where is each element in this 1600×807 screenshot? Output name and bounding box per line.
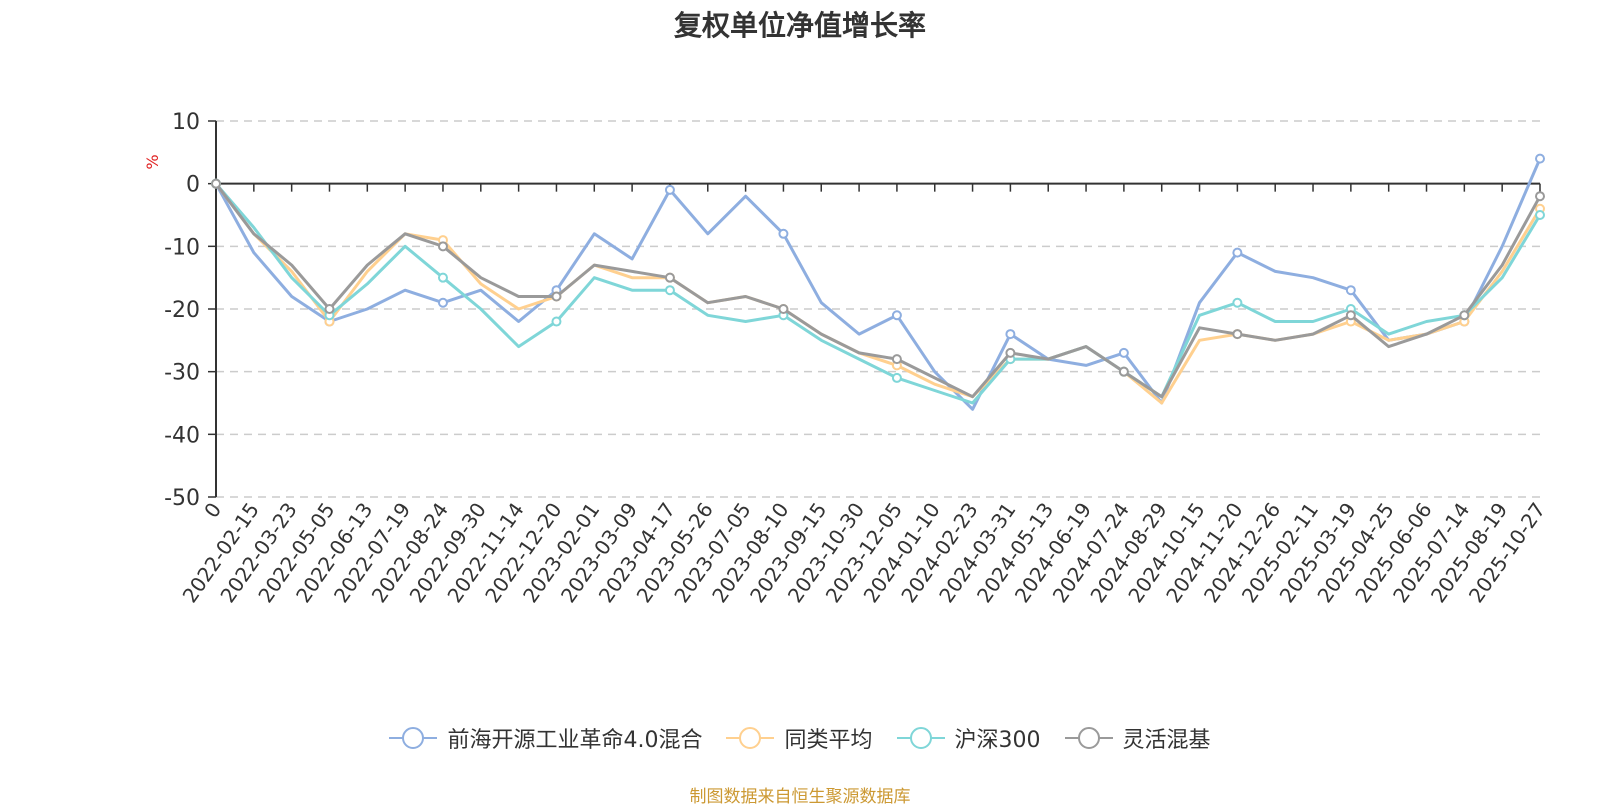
data-point (1232, 329, 1243, 340)
y-tick-label: 0 (186, 173, 200, 198)
data-source-note: 制图数据来自恒生聚源数据库 (689, 787, 911, 807)
grid-lines (216, 120, 1540, 498)
legend-label: 沪深300 (954, 728, 1041, 753)
data-point (437, 272, 448, 283)
data-point (1345, 285, 1356, 296)
y-tick-label: -50 (164, 486, 200, 511)
data-point (551, 316, 562, 327)
data-point (664, 285, 675, 296)
data-point (1345, 310, 1356, 321)
data-point (1232, 247, 1243, 258)
data-point (1118, 347, 1129, 358)
data-point (778, 228, 789, 239)
legend-marker-icon (726, 726, 775, 750)
y-tick-label: -20 (164, 298, 200, 323)
data-point (891, 310, 902, 321)
data-point (437, 241, 448, 252)
legend-label: 灵活混基 (1122, 728, 1211, 753)
data-point (1232, 297, 1243, 308)
data-point (1535, 210, 1545, 220)
series-lines (211, 153, 1545, 411)
y-axis-label: % (143, 154, 162, 169)
y-tick-label: -10 (164, 235, 200, 260)
legend-item[interactable]: 前海开源工业革命4.0混合 (389, 722, 702, 754)
legend-marker-icon (896, 726, 945, 750)
legend: 前海开源工业革命4.0混合 同类平均 沪深300 灵活混基 (0, 722, 1600, 754)
legend-item[interactable]: 沪深300 (896, 722, 1041, 754)
legend-marker-icon (1064, 726, 1113, 750)
data-point (1005, 347, 1016, 358)
chart-title: 复权单位净值增长率 (673, 9, 926, 42)
x-tick-label: 0 (199, 498, 226, 522)
legend-marker-icon (389, 726, 438, 750)
series-line (214, 182, 1542, 405)
data-point (1005, 329, 1016, 340)
data-point (551, 291, 562, 302)
legend-label: 同类平均 (784, 728, 873, 753)
data-point (891, 372, 902, 383)
series-line (214, 182, 1542, 399)
data-point (664, 272, 675, 283)
data-point (437, 297, 448, 308)
legend-item[interactable]: 灵活混基 (1064, 722, 1211, 754)
data-point (778, 304, 789, 314)
line-chart: 100-10-20-30-40-50 02022-02-152022-03-232… (143, 110, 1550, 607)
series-line (214, 158, 1542, 411)
data-point (324, 304, 335, 314)
data-point (664, 184, 675, 195)
data-point (1535, 153, 1545, 164)
data-point (891, 354, 902, 365)
data-point (1535, 191, 1545, 202)
data-point (1459, 310, 1470, 321)
y-tick-label: 10 (172, 110, 200, 135)
data-point (211, 178, 221, 189)
legend-label: 前海开源工业革命4.0混合 (447, 728, 703, 753)
data-point (1118, 366, 1129, 377)
legend-item[interactable]: 同类平均 (726, 722, 873, 754)
y-tick-label: -30 (164, 361, 200, 386)
y-tick-label: -40 (164, 423, 200, 448)
